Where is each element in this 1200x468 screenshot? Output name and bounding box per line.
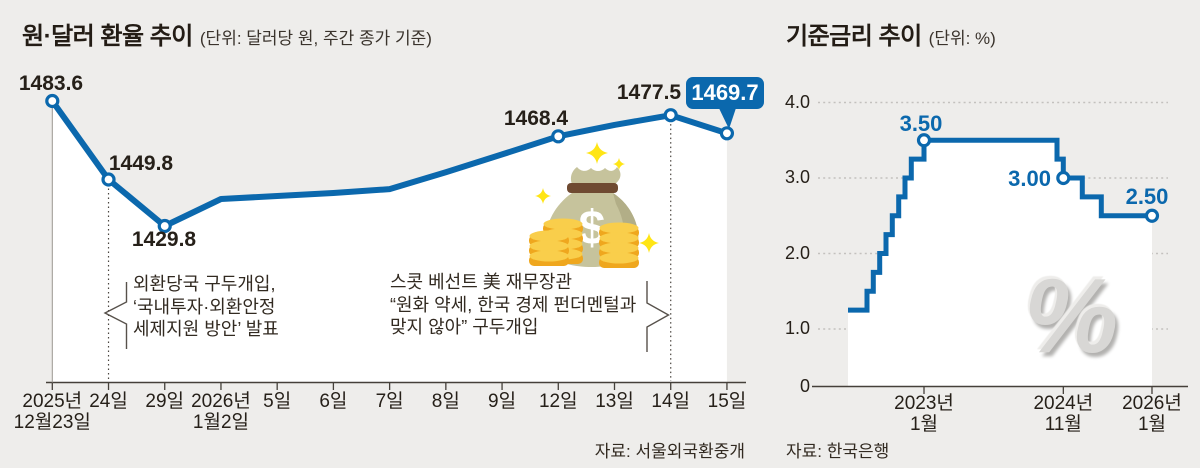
y-tick-label: 2.0: [784, 242, 810, 263]
data-point-label: 1429.8: [131, 228, 197, 251]
x-tick-label: 5일: [263, 391, 291, 412]
x-tick-label-line: 11월: [1044, 414, 1082, 435]
exchange-area-fill: [52, 101, 727, 383]
x-tick-label-line: 15일: [707, 391, 747, 412]
step-value-label: 3.50: [899, 111, 943, 136]
annotation-line: 맞지 않아” 구두개입: [390, 317, 539, 337]
x-tick-label: 12일: [539, 391, 578, 412]
exchange-chart-title: 원·달러 환율 추이: [22, 23, 193, 50]
exchange-x-axis: [46, 105, 746, 390]
x-tick-label: 29일: [145, 391, 184, 412]
x-tick-label-line: 2023년: [894, 393, 954, 414]
x-tick-label-line: 2026년: [191, 391, 251, 412]
event-annotation: 외환당국 구두개입, ‘국내투자·외환안정 세제지원 방안’ 발표: [133, 273, 279, 341]
x-tick-label-line: 5일: [263, 391, 292, 412]
x-tick-label: 7일: [376, 391, 404, 412]
x-tick-label: 2024년 11월: [1033, 393, 1093, 435]
x-tick-label-line: 2025년: [22, 391, 83, 412]
y-tick-label: 3.0: [784, 167, 810, 187]
exchange-chart-unit: (단위: 달러당 원, 주간 종가 기준): [199, 29, 432, 48]
x-tick-label-line: 9일: [488, 391, 517, 412]
x-tick-label-line: 8일: [431, 391, 460, 412]
x-tick-label-line: 12월23일: [13, 412, 91, 433]
x-tick-label-line: 14일: [651, 391, 691, 412]
x-tick-label-line: 2026년: [1122, 393, 1182, 414]
data-point-label: 1477.5: [616, 81, 682, 104]
data-point-label: 1468.4: [503, 107, 569, 130]
annotation-line: “원화 약세, 한국 경제 펀더멘털과: [390, 294, 637, 315]
rate-area-fill: [848, 140, 1152, 387]
rate-chart-unit: (단위: %): [928, 29, 996, 48]
base-rate-step-line: [848, 133, 1160, 313]
x-tick-label: 24일: [89, 391, 128, 412]
annotation-brace-right: [646, 281, 670, 352]
x-tick-label: 2023년 1월: [894, 393, 954, 435]
rate-x-axis: [812, 385, 1188, 394]
x-tick-label: 6일: [319, 391, 347, 412]
data-point-label: 1449.8: [108, 152, 174, 175]
x-tick-label-line: 6일: [319, 391, 348, 412]
annotation-line: ‘국내투자·외환안정: [133, 296, 276, 317]
x-tick-label: 14일: [651, 391, 690, 412]
rate-chart-title: 기준금리 추이: [786, 23, 922, 50]
annotation-line: 스콧 베선트 美 재무장관: [390, 272, 573, 292]
exchange-source: 자료: 서울외국환중개: [594, 442, 745, 461]
x-tick-label: 13일: [595, 391, 634, 412]
sparkle-icons: [535, 142, 659, 253]
x-tick-label-line: 13일: [595, 391, 634, 412]
annotation-line: 세제지원 방안’ 발표: [133, 319, 279, 339]
step-value-label: 2.50: [1125, 184, 1169, 209]
annotation-brace-left: [103, 282, 128, 349]
x-tick-label: 9일: [488, 391, 516, 412]
x-tick-label-line: 1월: [1137, 414, 1167, 435]
exchange-chart-header: 원·달러 환율 추이 (단위: 달러당 원, 주간 종가 기준): [22, 16, 432, 51]
rate-source: 자료: 한국은행: [786, 442, 890, 461]
x-tick-label: 15일: [708, 391, 747, 412]
rate-chart-header: 기준금리 추이 (단위: %): [786, 16, 996, 51]
x-tick-label-line: 7일: [375, 391, 404, 412]
y-tick-label: 0: [799, 376, 810, 396]
x-tick-label-line: 1월2일: [192, 412, 249, 433]
x-tick-label: 2025년 12월23일: [14, 391, 91, 433]
x-tick-label-line: 12일: [538, 391, 578, 412]
x-tick-label-line: 2024년: [1033, 393, 1094, 414]
coin-stack-right-icon: [599, 222, 639, 268]
y-tick-label: 1.0: [784, 318, 810, 338]
x-tick-label-line: 29일: [145, 391, 185, 412]
y-tick-label: 4.0: [784, 91, 810, 112]
money-bag-icon: $: [529, 142, 659, 268]
x-tick-label: 2026년 1월: [1122, 393, 1182, 435]
step-value-label: 3.00: [1008, 166, 1051, 191]
event-annotation: 스콧 베선트 美 재무장관 “원화 약세, 한국 경제 펀더멘털과 맞지 않아” 구…: [390, 271, 636, 339]
percent-watermark: %: [1024, 257, 1118, 375]
x-tick-label: 2026년 1월2일: [191, 391, 251, 433]
data-point-label: 1483.6: [18, 72, 84, 95]
x-tick-label: 8일: [432, 391, 460, 412]
latest-value-callout: 1469.7: [686, 77, 764, 109]
x-tick-label-line: 24일: [89, 391, 128, 412]
x-tick-label-line: 1월: [909, 414, 939, 435]
annotation-line: 외환당국 구두개입,: [133, 274, 276, 294]
